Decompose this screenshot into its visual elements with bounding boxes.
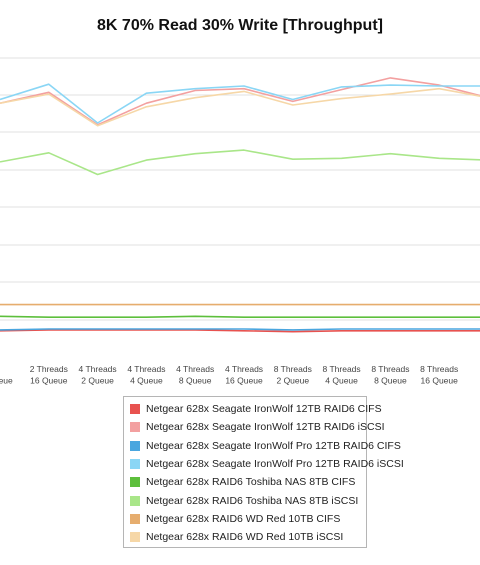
x-tick-label-2: 4 Threads 2 Queue bbox=[79, 364, 117, 386]
x-tick-label-1: 2 Threads 16 Queue bbox=[30, 364, 68, 386]
legend-swatch bbox=[130, 458, 140, 469]
x-tick-label-line: 8 Queue bbox=[374, 376, 407, 386]
x-tick-label-6: 8 Threads 2 Queue bbox=[274, 364, 312, 386]
legend-label: Netgear 628x RAID6 WD Red 10TB CIFS bbox=[146, 512, 341, 525]
legend-label: Netgear 628x Seagate IronWolf 12TB RAID6… bbox=[146, 403, 382, 415]
series-line-3 bbox=[0, 83, 480, 124]
legend-item-4[interactable]: Netgear 628x RAID6 Toshiba NAS 8TB CIFS bbox=[130, 475, 355, 489]
gridlines bbox=[0, 57, 480, 321]
x-tick-label-3: 4 Threads 4 Queue bbox=[127, 364, 165, 386]
x-tick-label-8: 8 Threads 8 Queue bbox=[371, 364, 409, 386]
legend-item-6[interactable]: Netgear 628x RAID6 WD Red 10TB CIFS bbox=[130, 512, 340, 526]
x-tick-label-9: 8 Threads 16 Queue bbox=[420, 364, 458, 386]
legend-swatch bbox=[130, 404, 140, 414]
legend-swatch bbox=[130, 532, 140, 543]
x-tick-label-line: 16 Queue bbox=[421, 376, 459, 386]
x-tick-label-line: 8 Threads bbox=[420, 364, 458, 374]
x-tick-label-line: 8 Threads bbox=[274, 364, 312, 374]
x-tick-label-line: 16 Queue bbox=[225, 376, 263, 386]
series-line-1 bbox=[0, 77, 480, 126]
x-tick-label-line: 8 Queue bbox=[179, 376, 212, 386]
x-tick-label-line: 8 Threads bbox=[323, 364, 361, 374]
series-line-5 bbox=[0, 149, 480, 176]
x-tick-label-line: 16 Queue bbox=[30, 376, 68, 386]
chart-title: 8K 70% Read 30% Write [Throughput] bbox=[97, 17, 383, 34]
legend-label: Netgear 628x Seagate IronWolf 12TB RAID6… bbox=[146, 421, 385, 434]
x-tick-label-line: 2 Queue bbox=[276, 376, 309, 386]
series-line-2 bbox=[0, 328, 480, 331]
x-tick-label-line: 4 Queue bbox=[325, 376, 358, 386]
x-tick-label-7: 8 Threads 4 Queue bbox=[323, 364, 361, 386]
legend-label: Netgear 628x RAID6 Toshiba NAS 8TB iSCSI bbox=[146, 494, 359, 507]
legend-swatch bbox=[130, 495, 140, 506]
legend-swatch bbox=[130, 477, 140, 488]
x-tick-label-line: 2 Threads bbox=[30, 364, 68, 374]
legend-item-5[interactable]: Netgear 628x RAID6 Toshiba NAS 8TB iSCSI bbox=[130, 494, 358, 508]
x-tick-label-line: 4 Queue bbox=[130, 376, 163, 386]
x-tick-label-line: Queue bbox=[0, 376, 13, 386]
x-tick-label-line: 4 Threads bbox=[176, 364, 214, 374]
chart-legend: Netgear 628x Seagate IronWolf 12TB RAID6… bbox=[123, 396, 404, 548]
series-line-0 bbox=[0, 329, 480, 333]
legend-label: Netgear 628x RAID6 WD Red 10TB iSCSI bbox=[146, 531, 344, 544]
legend-swatch bbox=[130, 440, 140, 451]
legend-label: Netgear 628x RAID6 Toshiba NAS 8TB CIFS bbox=[146, 476, 356, 489]
legend-item-2[interactable]: Netgear 628x Seagate IronWolf Pro 12TB R… bbox=[130, 439, 401, 453]
legend-label: Netgear 628x Seagate IronWolf Pro 12TB R… bbox=[146, 439, 401, 452]
legend-item-3[interactable]: Netgear 628x Seagate IronWolf Pro 12TB R… bbox=[130, 457, 404, 471]
legend-item-0[interactable]: Netgear 628x Seagate IronWolf 12TB RAID6… bbox=[130, 402, 382, 416]
x-tick-label-line: 8 Threads bbox=[371, 364, 409, 374]
x-tick-label-line: 4 Threads bbox=[127, 364, 165, 374]
x-tick-label-5: 4 Threads 16 Queue bbox=[225, 364, 263, 386]
series-lines bbox=[0, 77, 480, 333]
legend-label: Netgear 628x Seagate IronWolf Pro 12TB R… bbox=[146, 457, 404, 470]
series-line-7 bbox=[0, 87, 480, 127]
legend-swatch bbox=[130, 513, 140, 524]
legend-item-1[interactable]: Netgear 628x Seagate IronWolf 12TB RAID6… bbox=[130, 420, 385, 434]
legend-swatch bbox=[130, 422, 140, 433]
x-tick-label-4: 4 Threads 8 Queue bbox=[176, 364, 214, 386]
legend-item-7[interactable]: Netgear 628x RAID6 WD Red 10TB iSCSI bbox=[130, 530, 343, 544]
series-line-4 bbox=[0, 315, 480, 319]
x-tick-label-line: 2 Queue bbox=[81, 376, 114, 386]
x-tick-label-0: Queue bbox=[0, 376, 13, 386]
x-tick-label-line: 4 Threads bbox=[225, 364, 263, 374]
x-tick-label-line: 4 Threads bbox=[79, 364, 117, 374]
